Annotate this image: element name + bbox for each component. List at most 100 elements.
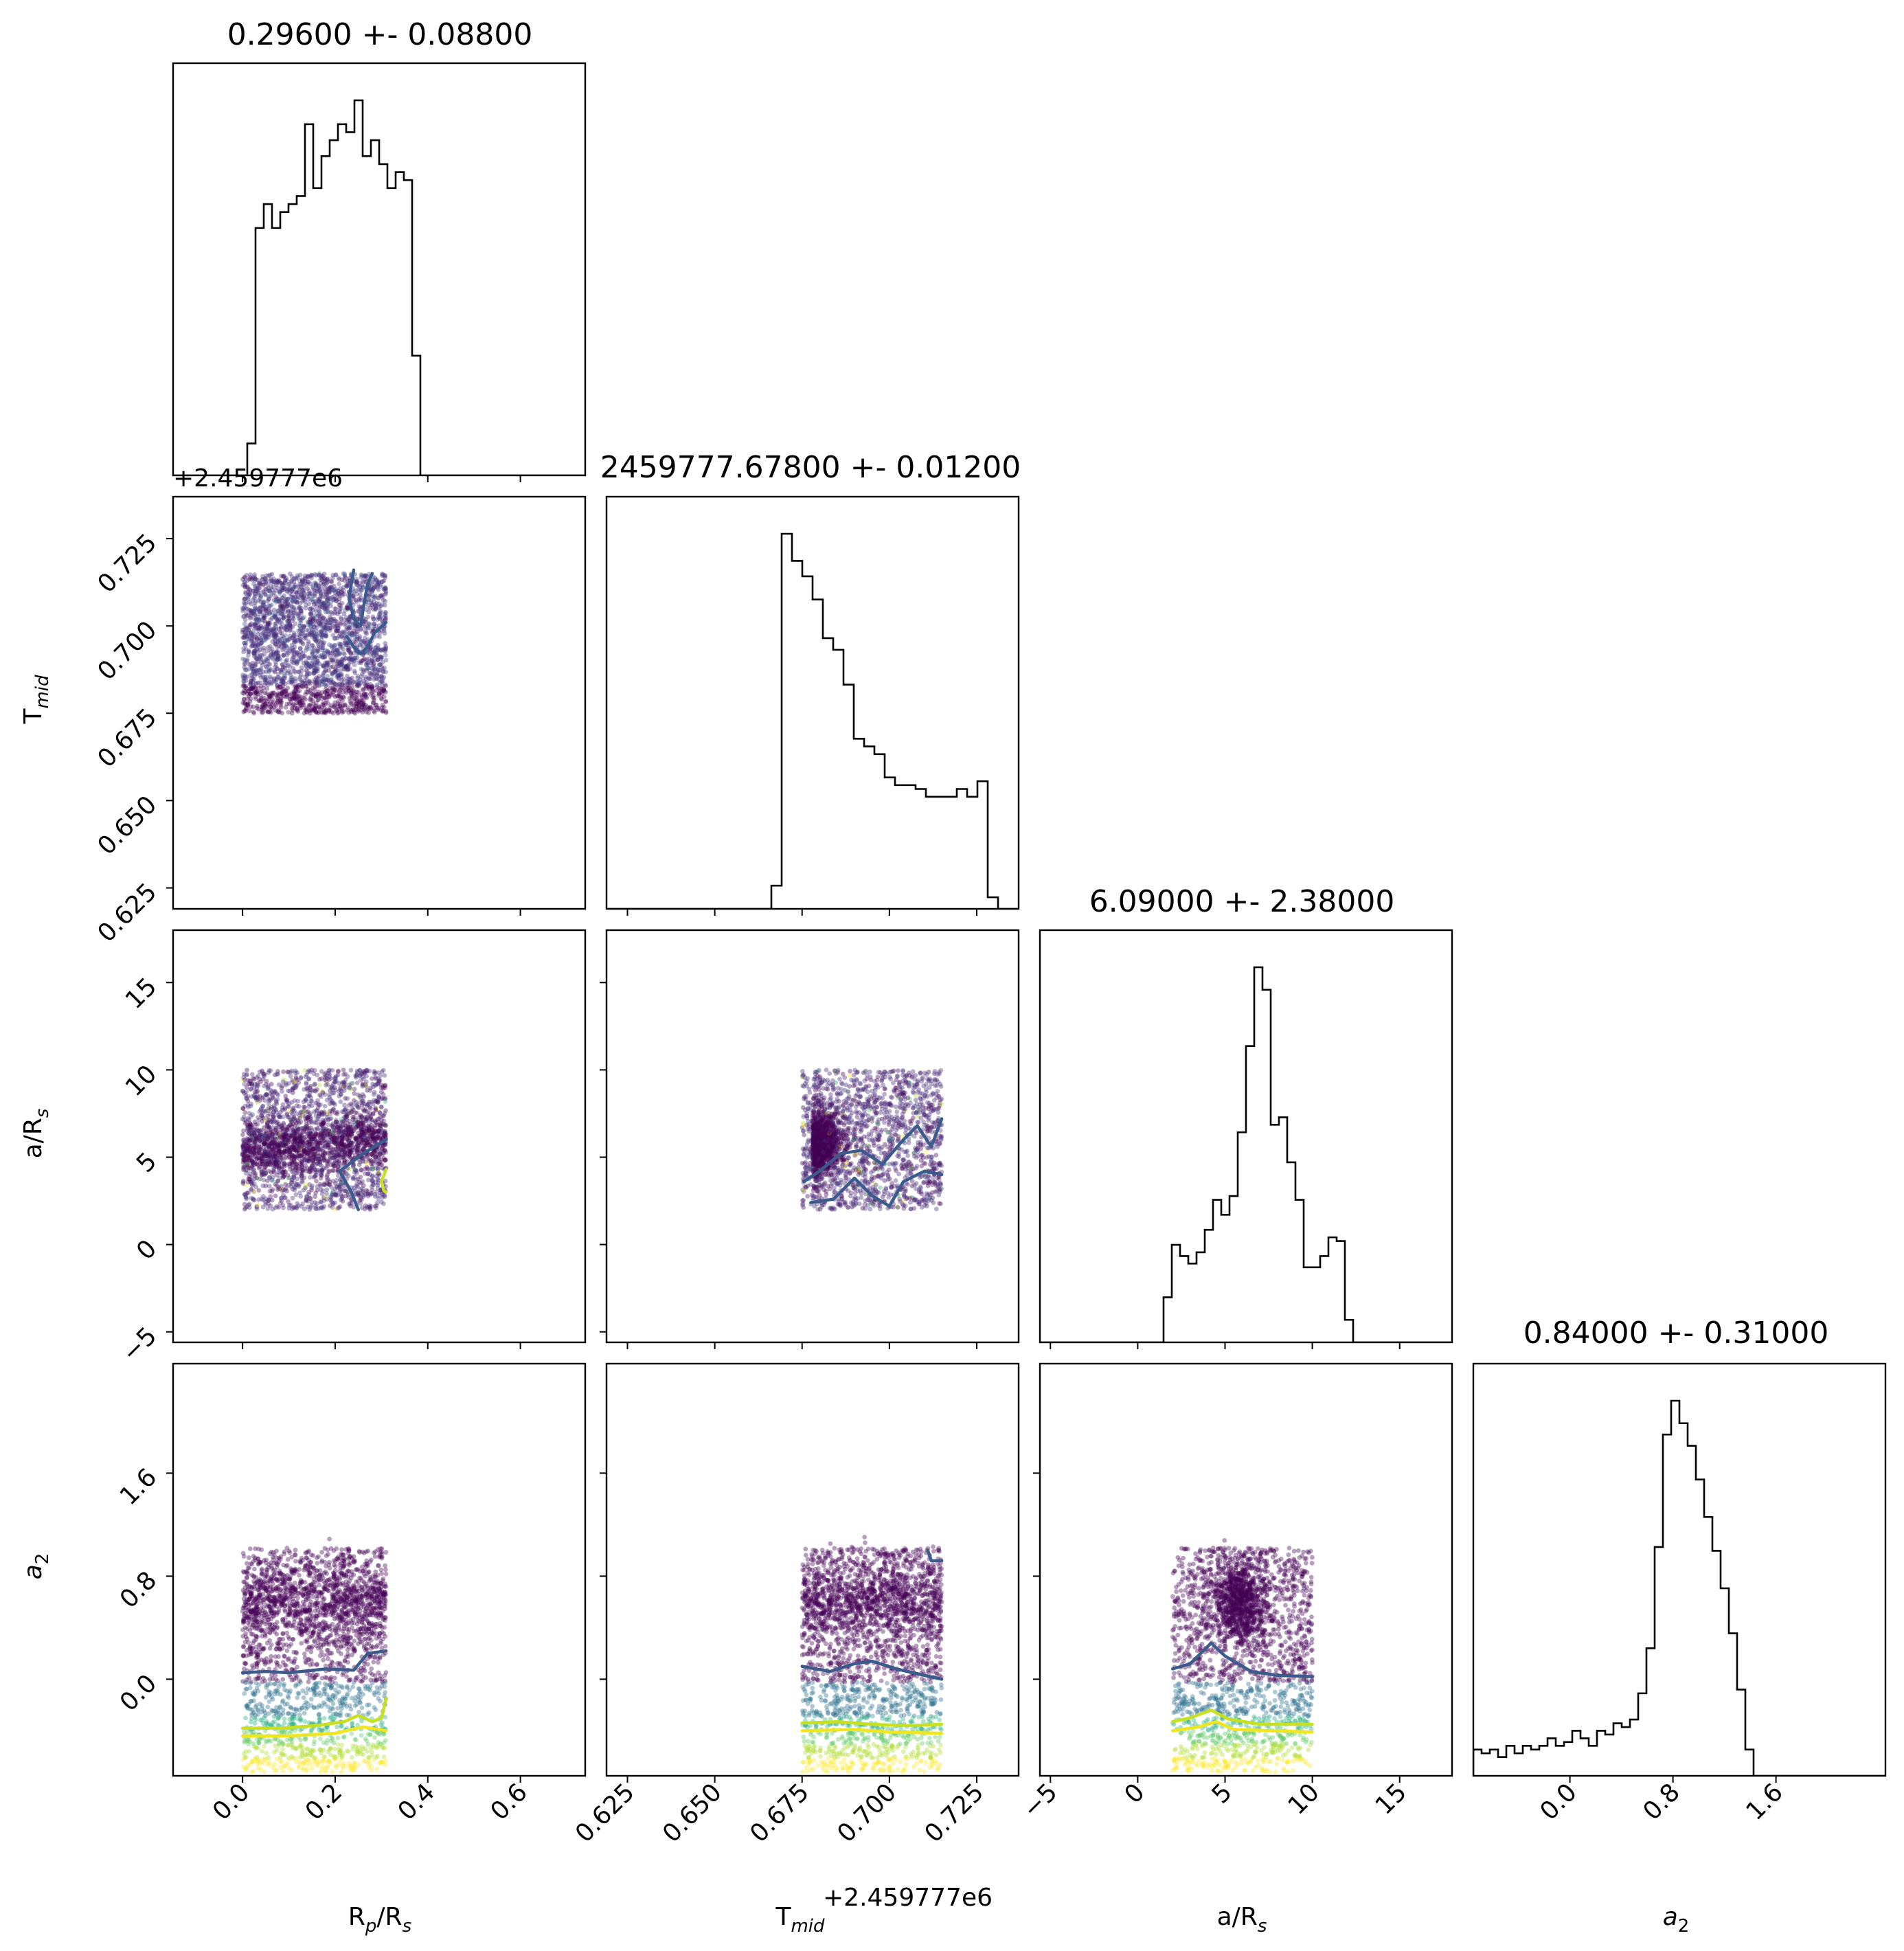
scatter-point: [291, 605, 297, 610]
scatter-point: [240, 1160, 246, 1165]
scatter-point: [332, 1075, 338, 1080]
scatter-point: [253, 607, 258, 612]
scatter-point: [324, 1181, 330, 1186]
scatter-point: [333, 708, 339, 713]
scatter-point: [303, 1137, 308, 1142]
scatter-point: [348, 708, 354, 713]
scatter-point: [249, 609, 255, 614]
scatter-point: [332, 657, 338, 663]
scatter-point: [373, 1155, 378, 1160]
scatter-point: [360, 573, 365, 578]
scatter-point: [297, 587, 302, 592]
scatter-point: [277, 657, 283, 662]
scatter-point: [363, 1082, 368, 1087]
scatter-point: [376, 1171, 382, 1176]
scatter-point: [370, 647, 375, 653]
scatter-point: [315, 1105, 321, 1111]
scatter-point: [306, 632, 311, 637]
scatter-point: [243, 640, 249, 646]
scatter-point: [293, 1138, 297, 1144]
scatter-point: [310, 593, 316, 598]
scatter-point: [256, 1203, 261, 1208]
scatter-point: [376, 1166, 381, 1172]
scatter-point: [358, 1160, 363, 1164]
scatter-point: [284, 689, 288, 695]
scatter-point: [352, 698, 356, 703]
scatter-point: [252, 1176, 258, 1182]
panel-tmid-rp: [172, 495, 587, 910]
scatter-point: [325, 1131, 330, 1137]
scatter-point: [349, 1150, 354, 1155]
scatter-point: [291, 1153, 297, 1158]
scatter-point: [299, 598, 305, 604]
scatter-point: [378, 1199, 384, 1205]
scatter-point: [335, 1136, 341, 1141]
scatter-point: [378, 695, 384, 701]
scatter-point: [275, 649, 280, 654]
scatter-point: [351, 658, 356, 664]
scatter-point: [260, 577, 265, 583]
scatter-point: [351, 1147, 356, 1153]
scatter-point: [315, 1161, 320, 1166]
scatter-point: [333, 589, 339, 594]
scatter-point: [342, 1107, 348, 1113]
scatter-point: [299, 1126, 304, 1131]
scatter-point: [369, 1152, 374, 1157]
scatter-point: [331, 1155, 337, 1160]
scatter-point: [322, 626, 328, 631]
scatter-point: [313, 1137, 317, 1142]
scatter-point: [382, 615, 387, 620]
scatter-point: [366, 1125, 372, 1131]
scatter-point: [359, 597, 364, 602]
scatter-point: [332, 635, 338, 641]
scatter-point: [286, 1104, 291, 1109]
scatter-point: [315, 1098, 321, 1103]
scatter-point: [268, 644, 273, 649]
scatter-point: [361, 1074, 366, 1080]
scatter-point: [312, 1152, 317, 1158]
scatter-point: [245, 637, 250, 642]
scatter-point: [329, 1083, 335, 1089]
scatter-point: [313, 1167, 318, 1172]
scatter-point: [308, 612, 313, 617]
scatter-point: [269, 578, 274, 583]
scatter-point: [316, 704, 321, 709]
scatter-point: [353, 1117, 359, 1123]
scatter-point: [382, 1158, 387, 1163]
scatter-point: [295, 1182, 300, 1187]
scatter-point: [274, 1101, 280, 1107]
scatter-point: [356, 609, 361, 613]
scatter-point: [267, 588, 272, 594]
scatter-point: [342, 1153, 348, 1158]
scatter-point: [282, 580, 288, 586]
scatter-point: [249, 631, 254, 636]
scatter-point: [304, 1093, 310, 1098]
scatter-point: [364, 1133, 370, 1138]
scatter-point: [319, 620, 324, 625]
scatter-point: [262, 659, 267, 664]
scatter-point: [383, 682, 388, 688]
scatter-point: [309, 631, 315, 637]
scatter-point: [324, 625, 329, 631]
scatter-point: [254, 689, 260, 694]
scatter-point: [383, 1085, 387, 1090]
scatter-point: [375, 1180, 381, 1186]
scatter-point: [324, 633, 328, 639]
scatter-point: [323, 687, 328, 692]
scatter-point: [314, 679, 319, 685]
scatter-point: [260, 602, 266, 608]
scatter-point: [243, 611, 249, 616]
scatter-point: [311, 1134, 317, 1140]
scatter-point: [372, 575, 377, 580]
scatter-point: [249, 1086, 254, 1092]
scatter-point: [316, 1138, 321, 1144]
scatter-point: [326, 1117, 331, 1123]
scatter-point: [336, 600, 341, 605]
scatter-point: [242, 579, 247, 585]
scatter-point: [333, 1125, 338, 1131]
scatter-point: [297, 605, 303, 610]
scatter-point: [331, 1135, 337, 1140]
scatter-point: [363, 617, 368, 622]
scatter-point: [313, 700, 319, 706]
scatter-point: [358, 659, 363, 664]
